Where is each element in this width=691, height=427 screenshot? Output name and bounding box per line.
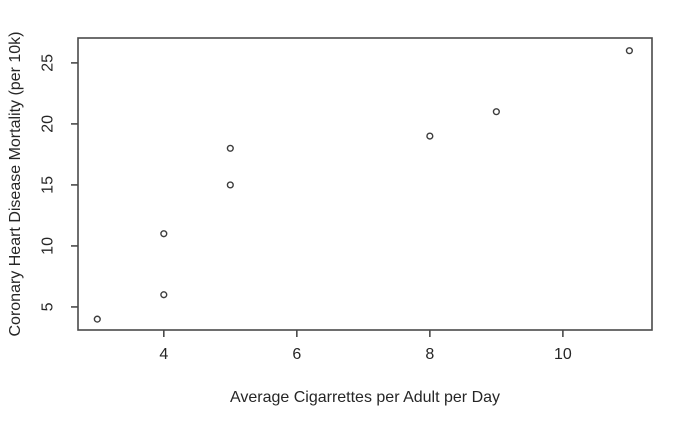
x-tick-label: 4 xyxy=(159,346,168,363)
data-point xyxy=(226,181,234,189)
data-point xyxy=(226,144,234,152)
y-axis-title: Coronary Heart Disease Mortality (per 10… xyxy=(7,32,24,337)
y-tick-label: 20 xyxy=(40,115,57,133)
x-axis-ticks xyxy=(163,330,564,337)
x-axis-tick-labels: 4 6 8 10 xyxy=(159,346,572,363)
y-tick-label: 10 xyxy=(40,237,57,255)
plot-frame xyxy=(77,37,653,331)
x-axis-title: Average Cigarrettes per Adult per Day xyxy=(230,389,500,406)
data-point xyxy=(93,315,101,323)
y-tick-label: 15 xyxy=(40,176,57,194)
data-point xyxy=(160,230,168,238)
y-tick-label: 25 xyxy=(40,54,57,72)
x-tick-label: 8 xyxy=(425,346,434,363)
y-tick-label: 5 xyxy=(40,302,57,311)
y-axis-ticks xyxy=(71,62,78,308)
y-axis-tick-labels: 5 10 15 20 25 xyxy=(40,54,57,311)
x-tick-label: 10 xyxy=(554,346,572,363)
data-point xyxy=(625,47,633,55)
x-tick-label: 6 xyxy=(292,346,301,363)
data-point xyxy=(492,108,500,116)
data-point xyxy=(426,132,434,140)
data-point xyxy=(160,291,168,299)
data-points xyxy=(93,47,633,323)
